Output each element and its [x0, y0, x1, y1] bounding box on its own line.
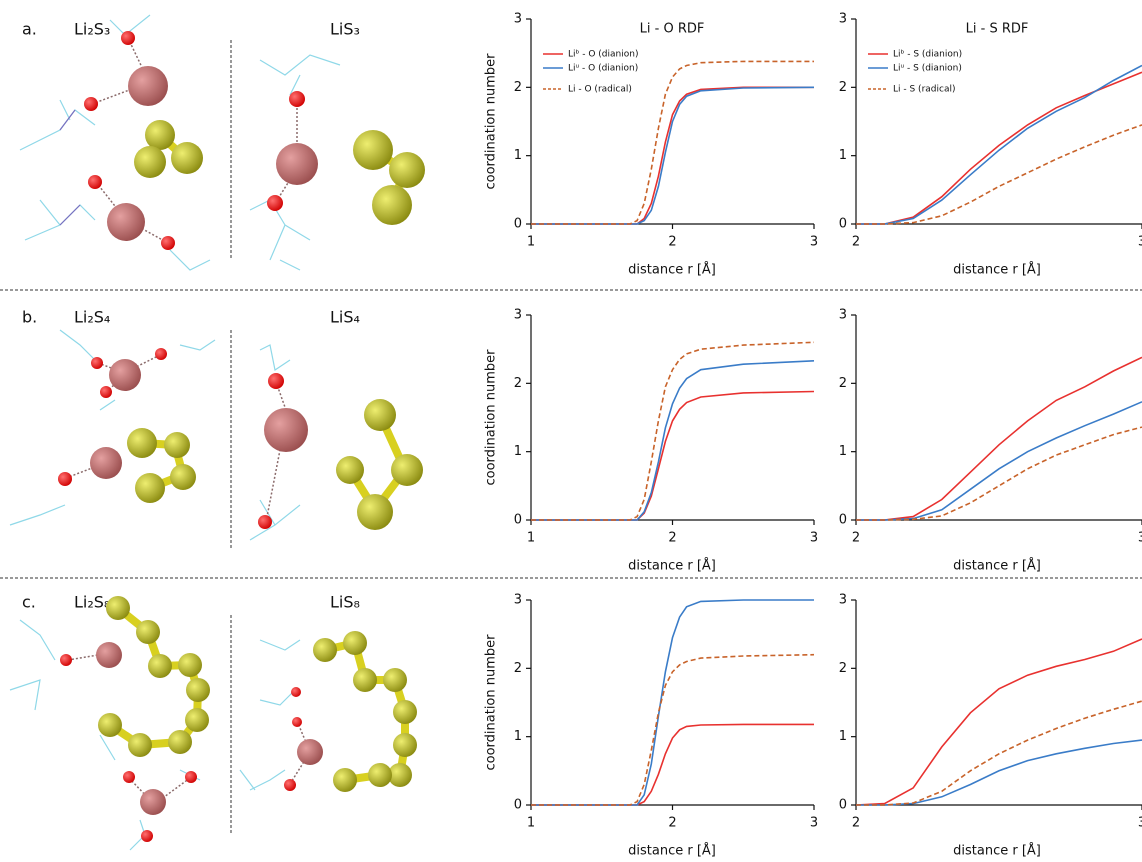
y-tick-label: 1 — [839, 444, 847, 459]
series-line — [856, 64, 1142, 225]
y-tick-label: 3 — [514, 308, 522, 323]
y-tick-label: 2 — [839, 80, 847, 95]
y-axis-label: coordination number — [484, 634, 499, 771]
legend-label: Liᵇ - O (dianion) — [568, 50, 638, 60]
y-tick-label: 3 — [514, 12, 522, 27]
y-tick-label: 2 — [514, 80, 522, 95]
molecule-label: LiS₄ — [330, 308, 360, 327]
x-tick-label: 2 — [668, 531, 676, 546]
series-line — [856, 426, 1142, 521]
x-tick-label: 3 — [810, 235, 818, 250]
series-line — [531, 341, 815, 521]
y-tick-label: 1 — [839, 148, 847, 163]
series-line — [531, 60, 814, 225]
y-tick-label: 3 — [514, 593, 522, 608]
y-tick-label: 0 — [839, 798, 847, 813]
x-axis-label: distance r [Å] — [953, 843, 1041, 859]
molecule-label: LiS₃ — [330, 20, 360, 39]
x-axis-label: distance r [Å] — [628, 558, 716, 574]
x-tick-label: 3 — [810, 816, 818, 831]
y-tick-label: 1 — [839, 729, 847, 744]
series-line — [856, 356, 1142, 521]
x-tick-label: 1 — [527, 816, 535, 831]
x-tick-label: 3 — [810, 531, 818, 546]
x-tick-label: 1 — [527, 531, 535, 546]
y-axis-label: coordination number — [484, 349, 499, 486]
y-tick-label: 0 — [514, 513, 522, 528]
y-tick-label: 1 — [514, 729, 522, 744]
series-line — [856, 71, 1142, 225]
molecule-label: Li₂S₄ — [74, 308, 110, 327]
molecule-render — [9, 329, 423, 541]
y-tick-label: 0 — [514, 798, 522, 813]
y-tick-label: 1 — [514, 148, 522, 163]
molecule-label: LiS₈ — [330, 593, 360, 612]
y-tick-label: 0 — [514, 217, 522, 232]
y-tick-label: 2 — [514, 376, 522, 391]
molecule-render — [9, 596, 417, 851]
y-tick-label: 2 — [839, 376, 847, 391]
x-axis-label: distance r [Å] — [953, 262, 1041, 278]
legend-label: Li - S (radical) — [893, 85, 955, 95]
chart-title: Li - S RDF — [966, 22, 1029, 37]
y-tick-label: 3 — [839, 12, 847, 27]
x-axis-label: distance r [Å] — [953, 558, 1041, 574]
x-tick-label: 3 — [1138, 531, 1142, 546]
y-tick-label: 1 — [514, 444, 522, 459]
x-axis-label: distance r [Å] — [628, 262, 716, 278]
legend-label: Liᵘ - S (dianion) — [893, 64, 962, 74]
series-line — [856, 401, 1142, 521]
panel-label: c. — [22, 593, 36, 612]
series-line — [856, 700, 1142, 806]
x-axis-label: distance r [Å] — [628, 843, 716, 859]
series-line — [531, 86, 815, 225]
x-tick-label: 1 — [527, 235, 535, 250]
y-tick-label: 2 — [514, 661, 522, 676]
panel-label: a. — [22, 20, 37, 39]
legend-label: Liᵇ - S (dianion) — [893, 50, 962, 60]
series-line — [856, 124, 1142, 225]
x-tick-label: 2 — [668, 235, 676, 250]
series-line — [855, 638, 1142, 806]
x-tick-label: 3 — [1138, 235, 1142, 250]
series-line — [531, 390, 815, 521]
y-tick-label: 0 — [839, 513, 847, 528]
x-tick-label: 2 — [852, 235, 860, 250]
legend-label: Liᵘ - O (dianion) — [568, 64, 638, 74]
x-tick-label: 3 — [1138, 816, 1142, 831]
y-tick-label: 2 — [839, 661, 847, 676]
x-tick-label: 2 — [668, 816, 676, 831]
series-line — [531, 86, 814, 225]
y-tick-label: 3 — [839, 593, 847, 608]
molecule-label: Li₂S₃ — [74, 20, 110, 39]
panel-label: b. — [22, 308, 37, 327]
molecule-label: Li₂S₈ — [74, 593, 110, 612]
series-line — [531, 599, 814, 806]
chart-title: Li - O RDF — [640, 22, 705, 37]
y-tick-label: 3 — [839, 308, 847, 323]
molecule-render — [19, 14, 425, 271]
series-line — [531, 360, 815, 521]
legend-label: Li - O (radical) — [568, 85, 632, 95]
series-line — [856, 739, 1142, 806]
y-tick-label: 0 — [839, 217, 847, 232]
series-line — [531, 723, 814, 806]
series-line — [531, 653, 815, 806]
y-axis-label: coordination number — [484, 53, 499, 190]
x-tick-label: 2 — [852, 531, 860, 546]
x-tick-label: 2 — [852, 816, 860, 831]
